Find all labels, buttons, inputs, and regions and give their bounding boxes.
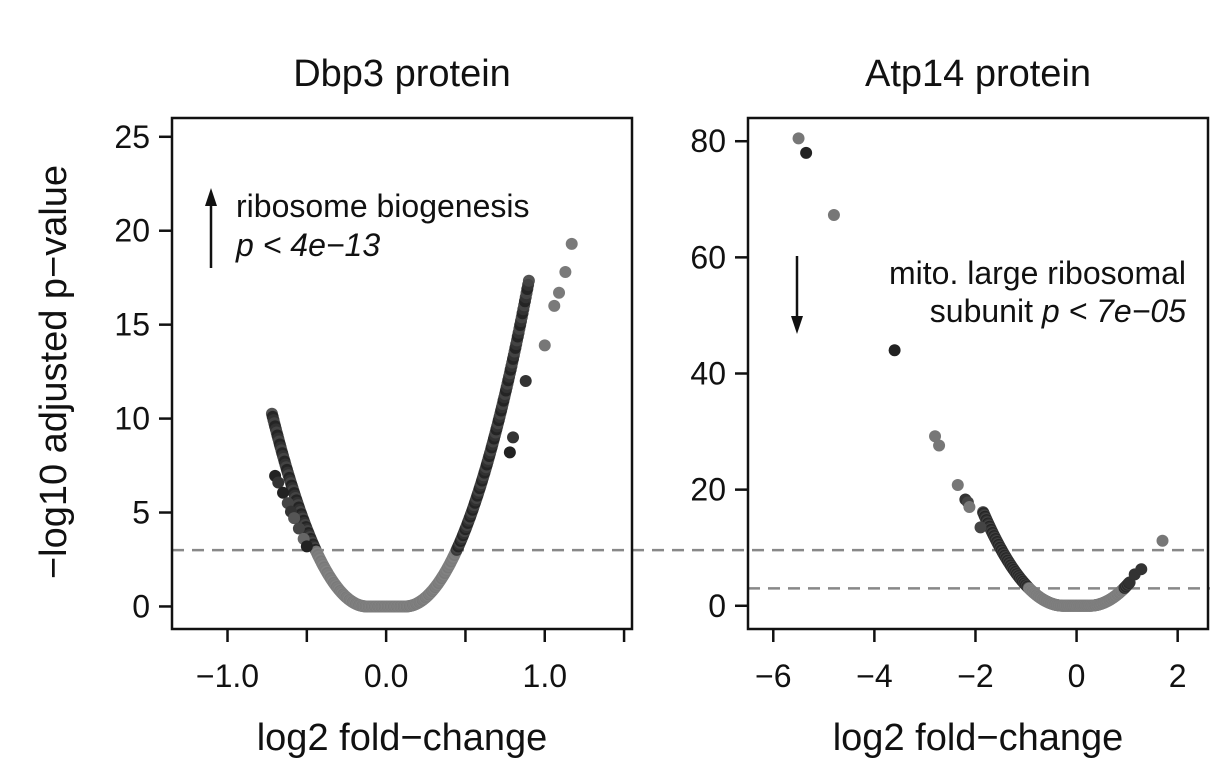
y-axis-label: −log10 adjusted p−value <box>33 165 75 579</box>
data-point <box>1135 563 1148 576</box>
y-tick-label: 5 <box>132 495 150 531</box>
y-tick-label: 20 <box>114 213 150 249</box>
data-point <box>272 476 285 489</box>
y-ticks: 0 5 10 15 20 25 <box>114 119 172 624</box>
data-point <box>507 431 520 444</box>
data-point <box>277 486 290 499</box>
x-axis-label: log2 fold−change <box>257 717 548 759</box>
annotation: ribosome biogenesis p < 4e−13 <box>205 188 530 268</box>
x-tick-label: −4 <box>856 658 892 694</box>
annotation-line-1: mito. large ribosomal <box>889 255 1186 291</box>
annotation-line-2: subunit p < 7e−05 <box>930 293 1186 329</box>
data-point <box>951 478 964 491</box>
x-tick-label: 1.0 <box>523 658 567 694</box>
outlier-points-layer <box>269 237 578 553</box>
annotation-line-1: ribosome biogenesis <box>236 188 530 224</box>
annotation-line-2-plain: subunit <box>930 293 1042 329</box>
y-tick-label: 20 <box>690 472 726 508</box>
annotation: mito. large ribosomal subunit p < 7e−05 <box>791 255 1186 334</box>
y-tick-label: 80 <box>690 123 726 159</box>
x-tick-label: −6 <box>755 658 791 694</box>
x-ticks: −1.0 0.0 1.0 <box>196 629 626 694</box>
data-point <box>548 299 561 312</box>
plot-frame <box>170 116 634 631</box>
y-tick-label: 15 <box>114 307 150 343</box>
data-point <box>538 339 551 352</box>
outlier-points-layer <box>792 132 1169 581</box>
data-point <box>292 522 305 535</box>
y-tick-label: 10 <box>114 401 150 437</box>
data-point <box>974 521 987 534</box>
y-tick-label: 60 <box>690 239 726 275</box>
data-point <box>559 266 572 279</box>
x-tick-label: 2 <box>1169 658 1187 694</box>
x-tick-label: 0.0 <box>364 658 408 694</box>
data-point <box>888 344 901 357</box>
y-tick-label: 25 <box>114 119 150 155</box>
dbp3-volcano-panel: Dbp3 protein log2 fold−change −log10 adj… <box>33 53 1210 759</box>
point-curve-layer <box>977 506 1136 612</box>
data-point <box>565 237 578 250</box>
y-tick-label: 0 <box>132 588 150 624</box>
chart-title: Dbp3 protein <box>293 53 511 95</box>
arrow-up-icon-head <box>205 188 217 206</box>
data-point <box>963 501 976 514</box>
y-tick-label: 0 <box>708 588 726 624</box>
annotation-line-2-italic: p < 7e−05 <box>1041 293 1186 329</box>
x-axis-label: log2 fold−change <box>833 717 1124 759</box>
annotation-line-2: p < 4e−13 <box>235 227 380 263</box>
arrow-down-icon-head <box>791 316 803 334</box>
data-point <box>519 375 532 388</box>
x-tick-label: −2 <box>957 658 993 694</box>
data-point <box>1156 534 1169 547</box>
data-point <box>929 430 942 443</box>
data-point <box>800 146 813 159</box>
point-curve-layer <box>265 274 535 613</box>
x-tick-label: −1.0 <box>196 658 259 694</box>
plot-frame <box>746 116 1210 631</box>
data-point <box>522 274 535 287</box>
y-ticks: 0 20 40 60 80 <box>690 123 748 624</box>
x-ticks: −6 −4 −2 0 2 <box>755 629 1187 694</box>
data-point <box>553 286 566 299</box>
data-point <box>792 132 805 145</box>
data-point <box>288 512 301 525</box>
data-point <box>503 446 516 459</box>
data-point <box>933 439 946 452</box>
y-tick-label: 40 <box>690 356 726 392</box>
atp14-volcano-panel: Atp14 protein log2 fold−change −6 −4 −2 0 2 … <box>690 53 1210 759</box>
data-point <box>827 208 840 221</box>
data-point <box>300 540 313 553</box>
x-tick-label: 0 <box>1068 658 1086 694</box>
chart-title: Atp14 protein <box>865 53 1091 95</box>
